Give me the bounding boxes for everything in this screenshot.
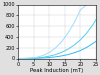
Ni-Zn-Cu Pastes 1000 (nμ = 190) [30, 58, 31, 59]
Conventional Ni-Zn (nμ = 125) [61, 55, 62, 56]
Conventional Ni-Zn (nμ = 125) [80, 50, 81, 51]
Ni-Zn-Cu Pastes 2000 (nμ = 190) [49, 52, 50, 53]
Ni-Zn-Cu Pastes 2000 (nμ = 190) [36, 57, 37, 58]
Ni-Zn-Cu Pastes 2000 (nμ = 190) [17, 58, 19, 59]
Line: Ni-Zn-Cu Pastes 1000 (nμ = 190): Ni-Zn-Cu Pastes 1000 (nμ = 190) [18, 20, 96, 58]
Conventional Ni-Zn (nμ = 125) [55, 56, 56, 57]
Conventional Ni-Zn (nμ = 125) [49, 57, 50, 58]
Ni-Zn-Cu Pastes 2000 (nμ = 190) [42, 55, 44, 56]
Conventional Ni-Zn (nμ = 125) [74, 52, 75, 53]
Ni-Zn-Cu Pastes 2000 (nμ = 190) [95, 4, 97, 5]
Ni-Zn-Cu Pastes 1000 (nμ = 190) [92, 24, 94, 25]
X-axis label: Peak Induction (mT): Peak Induction (mT) [30, 68, 84, 73]
Conventional Ni-Zn (nμ = 125) [92, 43, 94, 44]
Ni-Zn-Cu Pastes 2000 (nμ = 190) [61, 41, 62, 42]
Conventional Ni-Zn (nμ = 125) [36, 58, 37, 59]
Conventional Ni-Zn (nμ = 125) [24, 58, 25, 59]
Ni-Zn-Cu Pastes 2000 (nμ = 190) [92, 4, 94, 5]
Ni-Zn-Cu Pastes 1000 (nμ = 190) [42, 57, 44, 58]
Ni-Zn-Cu Pastes 1000 (nμ = 190) [95, 19, 97, 20]
Ni-Zn-Cu Pastes 1000 (nμ = 190) [61, 52, 62, 53]
Ni-Zn-Cu Pastes 1000 (nμ = 190) [80, 39, 81, 40]
Conventional Ni-Zn (nμ = 125) [95, 41, 97, 42]
Conventional Ni-Zn (nμ = 125) [67, 54, 69, 55]
Ni-Zn-Cu Pastes 1000 (nμ = 190) [74, 45, 75, 46]
Ni-Zn-Cu Pastes 1000 (nμ = 190) [55, 54, 56, 55]
Conventional Ni-Zn (nμ = 125) [86, 47, 87, 48]
Ni-Zn-Cu Pastes 2000 (nμ = 190) [24, 58, 25, 59]
Ni-Zn-Cu Pastes 2000 (nμ = 190) [74, 22, 75, 23]
Y-axis label: Total losses (kW/volume): Total losses (kW/volume) [0, 0, 1, 64]
Ni-Zn-Cu Pastes 1000 (nμ = 190) [24, 58, 25, 59]
Ni-Zn-Cu Pastes 2000 (nμ = 190) [86, 4, 87, 5]
Line: Ni-Zn-Cu Pastes 2000 (nμ = 190): Ni-Zn-Cu Pastes 2000 (nμ = 190) [18, 4, 96, 58]
Ni-Zn-Cu Pastes 1000 (nμ = 190) [67, 49, 69, 50]
Line: Conventional Ni-Zn (nμ = 125): Conventional Ni-Zn (nμ = 125) [18, 41, 96, 58]
Conventional Ni-Zn (nμ = 125) [17, 58, 19, 59]
Conventional Ni-Zn (nμ = 125) [30, 58, 31, 59]
Ni-Zn-Cu Pastes 1000 (nμ = 190) [49, 56, 50, 57]
Ni-Zn-Cu Pastes 1000 (nμ = 190) [17, 58, 19, 59]
Ni-Zn-Cu Pastes 1000 (nμ = 190) [86, 33, 87, 34]
Ni-Zn-Cu Pastes 2000 (nμ = 190) [80, 9, 81, 10]
Ni-Zn-Cu Pastes 2000 (nμ = 190) [67, 33, 69, 34]
